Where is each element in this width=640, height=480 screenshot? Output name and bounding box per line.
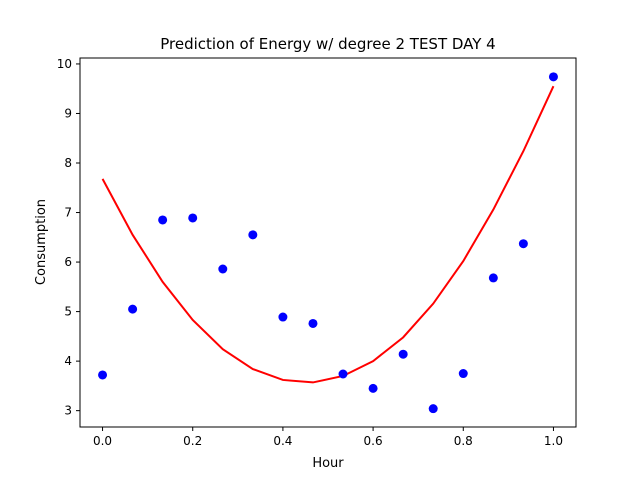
data-point xyxy=(278,312,288,322)
y-tick-label: 8 xyxy=(64,156,72,170)
x-tick-label: 0.4 xyxy=(273,434,292,448)
x-tick-label: 0.2 xyxy=(183,434,202,448)
data-point xyxy=(398,349,408,359)
y-tick-label: 5 xyxy=(64,305,72,319)
fit-line xyxy=(101,85,555,384)
chart-title: Prediction of Energy w/ degree 2 TEST DA… xyxy=(160,35,495,53)
x-axis-label: Hour xyxy=(312,456,344,471)
y-tick-label: 4 xyxy=(64,354,72,368)
plot-frame xyxy=(79,57,577,428)
data-point xyxy=(218,264,228,274)
y-tick-label: 7 xyxy=(64,206,72,220)
data-point xyxy=(548,72,558,82)
data-point xyxy=(428,404,438,414)
data-point xyxy=(158,215,168,225)
data-point xyxy=(368,383,378,393)
x-tick-label: 0.6 xyxy=(364,434,383,448)
x-tick-label: 1.0 xyxy=(544,434,563,448)
x-tick-label: 0.8 xyxy=(454,434,473,448)
data-point xyxy=(128,304,138,314)
x-tick-label: 0.0 xyxy=(93,434,112,448)
data-point xyxy=(308,318,318,328)
data-point xyxy=(248,230,258,240)
ticks-layer: 0.0 0.2 0.4 0.6 0.8 1.0 3 4 5 6 7 8 9 10 xyxy=(57,57,563,448)
data-point xyxy=(338,369,348,379)
data-point xyxy=(98,370,108,380)
y-axis-label: Consumption xyxy=(34,199,49,285)
data-point xyxy=(488,273,498,283)
data-point xyxy=(458,369,468,379)
y-tick-label: 9 xyxy=(64,106,72,120)
y-tick-label: 3 xyxy=(64,404,72,418)
data-point xyxy=(188,213,198,223)
y-tick-label: 10 xyxy=(57,57,72,71)
y-tick-label: 6 xyxy=(64,255,72,269)
plot-layer xyxy=(98,72,558,414)
data-point xyxy=(518,239,528,249)
